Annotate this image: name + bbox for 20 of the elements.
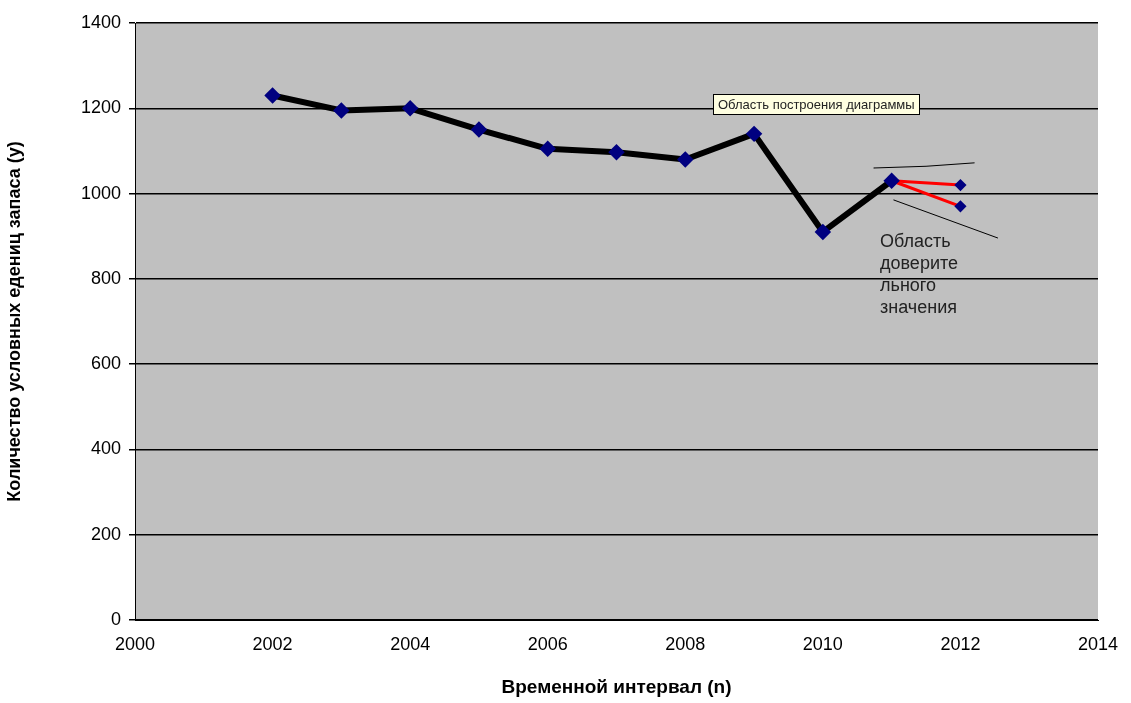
y-tick-label: 800 [90, 267, 121, 288]
annotation: Область построения диаграммы [713, 94, 920, 115]
x-tick-label: 2004 [390, 633, 431, 654]
y-tick-label: 1200 [80, 97, 121, 118]
x-tick-label: 2014 [1077, 633, 1119, 654]
y-tick-label: 600 [90, 353, 121, 374]
y-tick-label: 200 [90, 523, 121, 544]
x-tick-label: 2008 [665, 633, 706, 654]
x-tick-label: 2000 [114, 633, 156, 654]
x-tick-label: 2006 [527, 633, 568, 654]
y-tick-label: 1400 [80, 11, 121, 32]
y-tick-label: 400 [90, 438, 121, 459]
y-tick-label: 1000 [80, 182, 121, 203]
x-axis-title: Временной интервал (n) [501, 675, 732, 697]
x-tick-label: 2002 [252, 633, 293, 654]
y-tick-label: 0 [110, 608, 121, 629]
x-tick-label: 2010 [802, 633, 843, 654]
annotation: Область доверительного значения [880, 230, 959, 318]
y-axis-title: Количество условных едениц запаса (y) [3, 141, 24, 502]
x-tick-label: 2012 [940, 633, 981, 654]
